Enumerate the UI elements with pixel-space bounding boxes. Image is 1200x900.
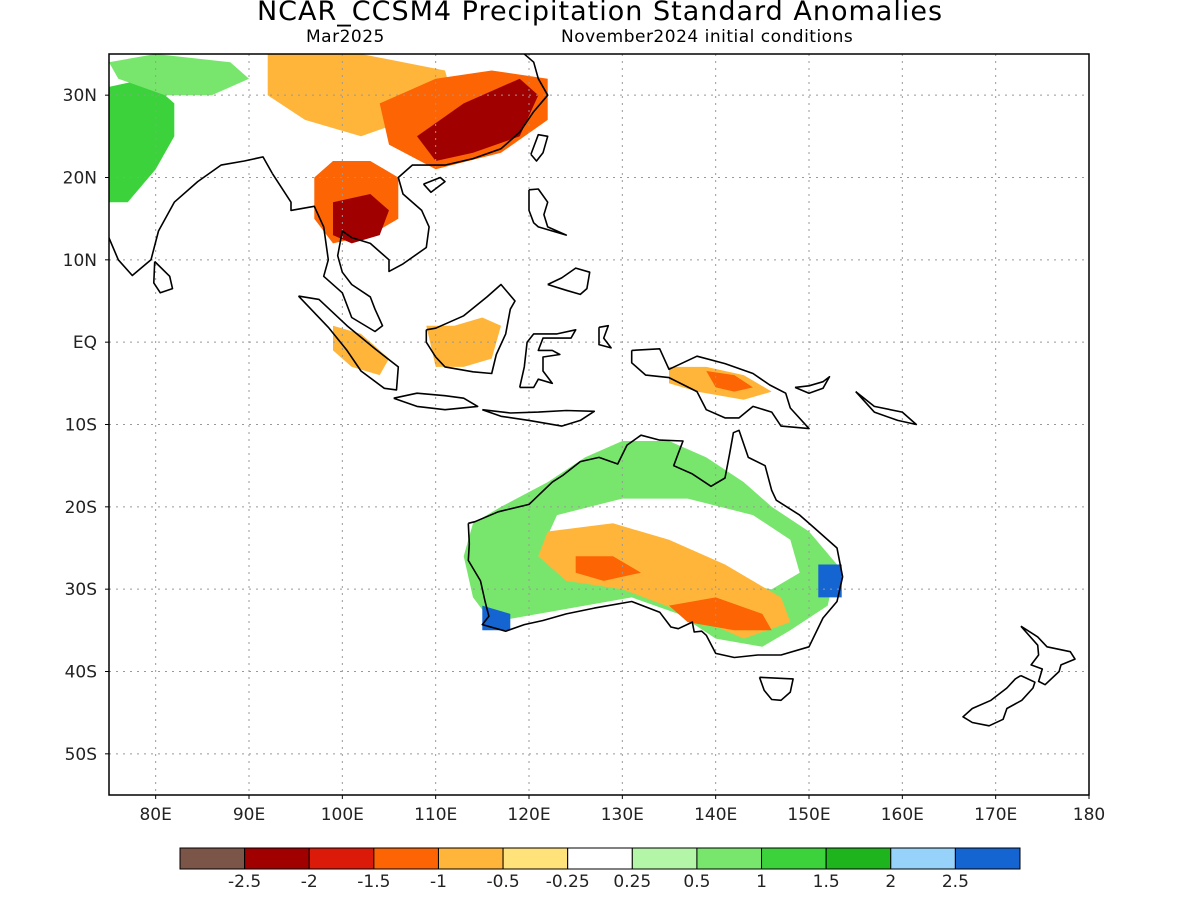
anomaly-east-australia-wet — [818, 564, 842, 598]
initial-conditions: November2024 initial conditions — [561, 27, 854, 47]
coastline-lesser-sunda — [482, 408, 596, 427]
coastline-burma-malay — [271, 54, 549, 333]
forecast-month: Mar2025 — [306, 27, 385, 47]
colorbar-label: -0.25 — [546, 872, 590, 892]
lat-tick-label: EQ — [73, 333, 97, 353]
colorbar-swatch — [308, 847, 375, 870]
coastlines — [109, 54, 1076, 727]
colorbar-swatch — [244, 847, 310, 870]
colorbar-swatch — [825, 847, 892, 870]
coastline-halmahera — [598, 324, 612, 349]
colorbar-swatch — [696, 847, 763, 870]
coastline-new-guinea — [630, 347, 810, 430]
colorbar-label: -2.5 — [228, 872, 261, 892]
colorbar-label: 0.5 — [683, 872, 710, 892]
coastline-solomons — [855, 390, 918, 426]
lat-tick-label: 20S — [65, 498, 97, 518]
lon-tick-label: 140E — [694, 805, 737, 825]
lat-tick-label: 30N — [63, 86, 97, 106]
colorbar-swatch — [890, 847, 956, 870]
lat-tick-label: 30S — [65, 580, 97, 600]
coastline-mindanao — [547, 267, 591, 296]
lon-tick-label: 110E — [414, 805, 457, 825]
colorbar-swatch — [373, 847, 439, 870]
lon-tick-label: 160E — [881, 805, 924, 825]
lon-tick-label: 100E — [321, 805, 364, 825]
lon-tick-label: 120E — [507, 805, 550, 825]
lon-tick-label: 150E — [787, 805, 830, 825]
colorbar-swatch — [954, 847, 1021, 870]
coastline-borneo — [425, 283, 516, 375]
lon-tick-label: 180 — [1073, 805, 1105, 825]
lon-tick-label: 80E — [139, 805, 171, 825]
lat-tick-label: 20N — [63, 169, 97, 189]
coastline-hainan — [422, 176, 446, 194]
colorbar-label: 1 — [756, 872, 767, 892]
colorbar-label: -1.5 — [357, 872, 390, 892]
colorbar: -2.5 -2 -1.5 -1 -0.5 -0.25 0.25 0.5 1 1.5 2 2.5 — [179, 847, 1021, 892]
anomaly-sumatra-dry — [333, 325, 389, 376]
anomaly-himalaya-wet — [109, 54, 249, 96]
colorbar-label: -0.5 — [486, 872, 519, 892]
coastline-luzon — [528, 188, 568, 236]
lat-tick-label: 40S — [65, 663, 97, 683]
anomaly-sw-australia-wet — [482, 605, 511, 631]
anomaly-layer — [109, 54, 842, 647]
colorbar-label: 1.5 — [813, 872, 840, 892]
coastline-sulawesi — [518, 328, 577, 389]
colorbar-label: -1 — [430, 872, 447, 892]
coastline-sri-lanka — [153, 260, 174, 294]
coastline-sumatra — [297, 295, 400, 391]
lat-tick-label: 10N — [63, 251, 97, 271]
lat-tick-label: 50S — [65, 745, 97, 765]
axis-labels: 30N 20N 10N EQ 10S 20S 30S 40S 50S 80E 90E 100E 110E… — [63, 86, 1106, 825]
anomaly-western-india-green-rim — [109, 78, 175, 203]
colorbar-label: -2 — [301, 872, 318, 892]
coastline-new-britain — [794, 375, 831, 395]
colorbar-label: 2.5 — [942, 872, 969, 892]
gridlines — [109, 54, 1089, 795]
coastline-taiwan — [530, 133, 549, 162]
colorbar-swatch — [631, 847, 698, 870]
anomaly-borneo-dry — [426, 317, 501, 367]
lon-tick-label: 170E — [974, 805, 1017, 825]
anomaly-central-australia-drier — [575, 556, 641, 581]
colorbar-swatch — [761, 847, 827, 870]
anomaly-south-china-very-dry — [417, 78, 539, 161]
lon-tick-label: 130E — [601, 805, 644, 825]
lat-tick-label: 10S — [65, 416, 97, 436]
colorbar-swatch — [179, 847, 246, 870]
coastline-nz-south — [962, 674, 1036, 727]
lon-tick-label: 90E — [233, 805, 265, 825]
coastline-australia — [467, 429, 844, 659]
anomaly-thailand-very-dry — [333, 194, 389, 244]
colorbar-swatch — [502, 847, 569, 870]
coastline-java — [393, 392, 479, 411]
coastline-nz-north — [1020, 625, 1076, 686]
coastline-tasmania — [758, 676, 794, 702]
colorbar-label: 0.25 — [613, 872, 651, 892]
anomaly-se-australia-drier — [669, 597, 772, 631]
coastline-india — [109, 156, 273, 277]
colorbar-swatch — [567, 847, 633, 870]
colorbar-label: 2 — [885, 872, 896, 892]
colorbar-swatch — [437, 847, 504, 870]
anomaly-new-guinea-very-dry — [706, 371, 753, 392]
chart-title: NCAR_CCSM4 Precipitation Standard Anomal… — [256, 0, 944, 27]
